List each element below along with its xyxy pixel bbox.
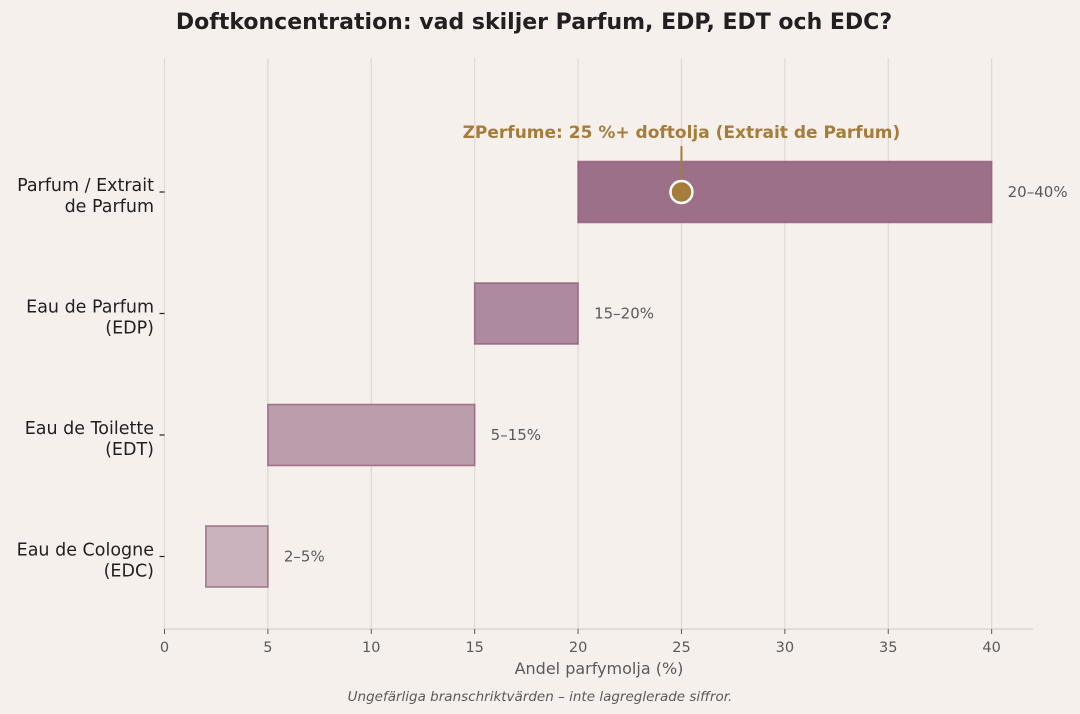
- y-label-line1-1: Eau de Parfum: [26, 298, 154, 318]
- x-axis-label: Andel parfymolja (%): [515, 659, 684, 678]
- x-tick-label-0: 0: [160, 640, 169, 656]
- bars: 20–40% 15–20% 5–15% 2–5%: [205, 160, 1068, 588]
- bar-1: [473, 282, 579, 345]
- y-label-line2-1: (EDP): [105, 319, 154, 339]
- x-tick-label-5: 25: [672, 640, 690, 656]
- footnote: Ungefärliga branschriktvärden – inte lag…: [348, 689, 733, 705]
- bar-label-0: 20–40%: [1008, 183, 1068, 201]
- bar-label-2: 5–15%: [491, 426, 541, 444]
- chart-title: Doftkoncentration: vad skiljer Parfum, E…: [176, 10, 892, 35]
- bar-label-1: 15–20%: [594, 305, 654, 323]
- bar-2: [267, 403, 476, 467]
- x-ticks: 0 5 10 15 20 25 30 35 40: [160, 629, 1001, 656]
- bar-0: [577, 160, 993, 224]
- y-label-line2-0: de Parfum: [65, 197, 154, 217]
- y-label-line1-0: Parfum / Extrait: [17, 176, 154, 196]
- x-tick-label-1: 5: [263, 640, 272, 656]
- y-label-line2-2: (EDT): [105, 440, 154, 460]
- x-tick-label-4: 20: [569, 640, 587, 656]
- x-tick-label-7: 35: [879, 640, 897, 656]
- bar-3: [205, 525, 269, 588]
- bar-label-3: 2–5%: [284, 548, 325, 566]
- y-label-line1-3: Eau de Cologne: [17, 541, 154, 561]
- x-tick-label-8: 40: [982, 640, 1000, 656]
- y-label-line2-3: (EDC): [104, 562, 154, 582]
- x-tick-label-3: 15: [465, 640, 483, 656]
- x-tick-label-6: 30: [776, 640, 794, 656]
- y-label-line1-2: Eau de Toilette: [25, 419, 154, 439]
- annotation-marker: [669, 179, 694, 205]
- annotation-text: ZPerfume: 25 %+ doftolja (Extrait de Par…: [463, 123, 901, 143]
- annotation: ZPerfume: 25 %+ doftolja (Extrait de Par…: [463, 123, 901, 205]
- x-tick-label-2: 10: [362, 640, 380, 656]
